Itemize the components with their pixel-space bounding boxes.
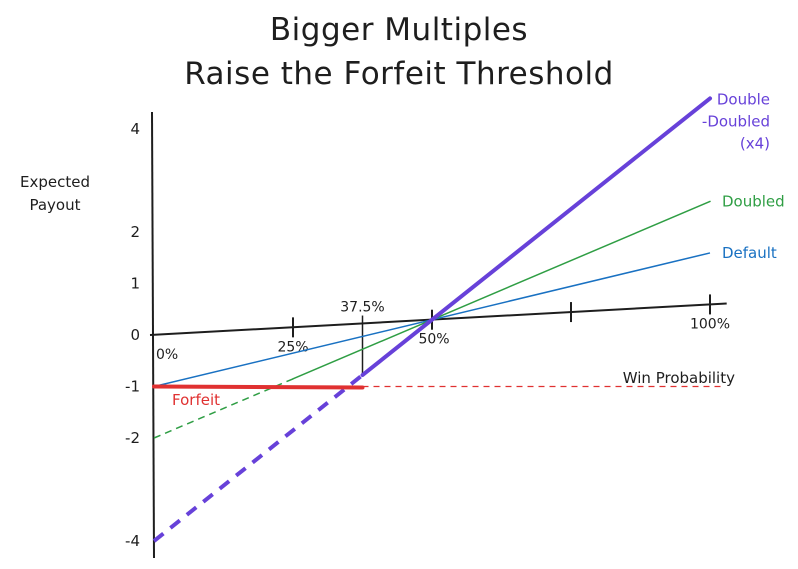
series-line-dashed bbox=[152, 373, 364, 543]
y-tick-label: 0 bbox=[130, 326, 140, 344]
x-axis bbox=[149, 302, 727, 336]
y-axis-label: Payout bbox=[29, 196, 80, 214]
y-tick-label: 2 bbox=[130, 223, 140, 241]
series-label: (x4) bbox=[740, 134, 770, 152]
series-label: Default bbox=[722, 244, 777, 262]
y-tick-label: 4 bbox=[130, 120, 140, 138]
forfeit-label: Forfeit bbox=[172, 391, 220, 409]
chart-title-line-2: Raise the Forfeit Threshold bbox=[184, 56, 614, 92]
x-axis-label: Win Probability bbox=[623, 369, 735, 387]
y-axis-label: Expected bbox=[20, 173, 90, 191]
y-tick-label: -2 bbox=[125, 429, 140, 447]
series-label: -Doubled bbox=[702, 112, 770, 130]
forfeit-line bbox=[152, 384, 365, 390]
series-label: Double bbox=[717, 90, 770, 108]
y-tick-label: -4 bbox=[125, 532, 140, 550]
x-tick-label: 0% bbox=[156, 347, 178, 363]
chart-title-line-1: Bigger Multiples bbox=[269, 12, 529, 48]
x-tick-label: 100% bbox=[690, 316, 730, 332]
x-tick-label: 50% bbox=[418, 332, 449, 348]
series-line bbox=[292, 200, 711, 380]
series-line bbox=[360, 96, 712, 378]
y-tick-label: 1 bbox=[130, 275, 140, 293]
x-tick-label: 37.5% bbox=[340, 300, 384, 316]
series-label: Doubled bbox=[722, 192, 785, 210]
y-tick-label: -1 bbox=[125, 378, 140, 396]
